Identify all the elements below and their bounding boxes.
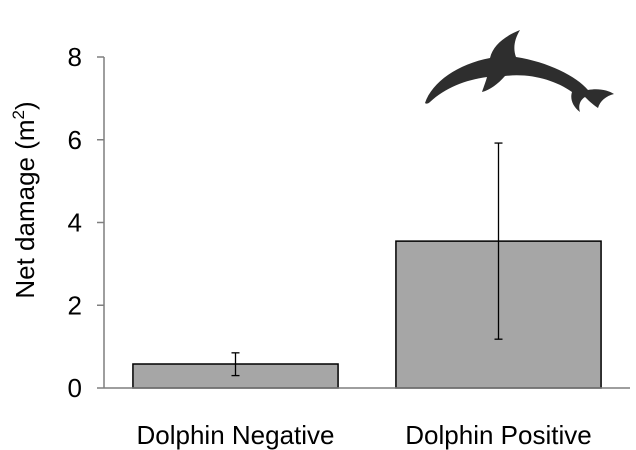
- error-bar: [494, 142, 503, 340]
- y-tick-label: 4: [68, 208, 82, 238]
- svg-text:Net damage (m2): Net damage (m2): [9, 101, 40, 298]
- bars: [132, 240, 602, 389]
- y-axis-title: Net damage (m2): [9, 101, 40, 298]
- y-tick-label: 8: [68, 42, 82, 72]
- y-axis-ticks: 0 2 4 6 8: [68, 42, 104, 403]
- y-tick-label: 6: [68, 125, 82, 155]
- y-axis-title-close: ): [10, 101, 40, 110]
- y-tick-label: 0: [68, 373, 82, 403]
- x-category-label: Dolphin Positive: [405, 420, 591, 450]
- error-bar: [231, 352, 240, 377]
- x-axis-labels: Dolphin Negative Dolphin Positive: [136, 420, 591, 450]
- error-bars: [231, 142, 503, 377]
- y-axis-title-superscript: 2: [9, 110, 28, 119]
- dolphin-icon: [425, 30, 614, 112]
- x-category-label: Dolphin Negative: [136, 420, 334, 450]
- y-tick-label: 2: [68, 290, 82, 320]
- y-axis-title-text: Net damage (m: [10, 119, 40, 298]
